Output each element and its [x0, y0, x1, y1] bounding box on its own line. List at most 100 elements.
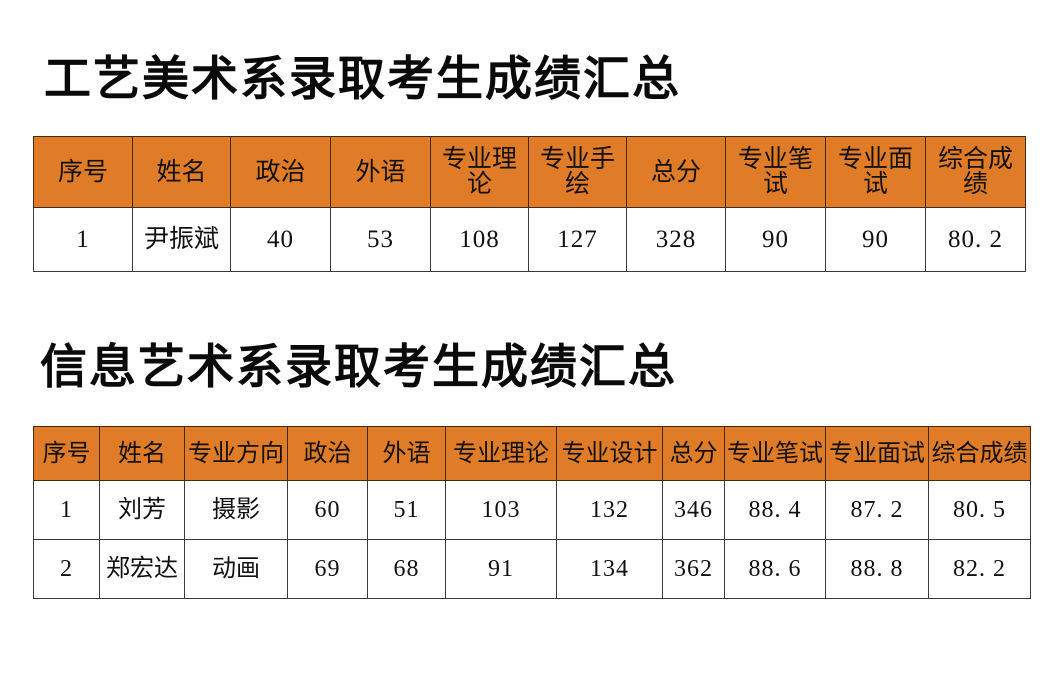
- cell-zhuanye-mianshi: 87. 2: [825, 480, 929, 540]
- header-label: 外语: [382, 440, 431, 467]
- cell-zhengzhi: 69: [287, 539, 368, 599]
- header-label: 姓名: [118, 440, 166, 467]
- cell-waiyu: 53: [330, 207, 431, 272]
- cell-value: 346: [674, 497, 713, 523]
- column-header-xuhao: 序号: [33, 136, 133, 208]
- cell-zhuanye-bishi: 88. 4: [724, 480, 826, 540]
- cell-value: 91: [488, 556, 514, 582]
- cell-value: 尹振斌: [143, 226, 219, 253]
- column-header-zhuanye-fangxiang: 专业方向: [184, 426, 288, 481]
- header-label: 姓名: [156, 158, 207, 186]
- cell-value: 103: [481, 497, 521, 523]
- cell-value: 60: [314, 497, 341, 523]
- column-header-waiyu: 外语: [330, 136, 431, 208]
- column-header-zhuanye-shouhui: 专业手绘: [528, 136, 627, 208]
- column-header-zhengzhi: 政治: [287, 426, 368, 481]
- cell-zhuanye-mianshi: 88. 8: [825, 539, 929, 599]
- cell-value: 80. 2: [948, 226, 1003, 253]
- cell-value: 51: [393, 497, 420, 523]
- column-header-xingming: 姓名: [132, 136, 231, 208]
- cell-value: 68: [393, 556, 420, 582]
- column-header-zhuanye-lilun: 专业理论: [430, 136, 529, 208]
- cell-xingming: 尹振斌: [132, 207, 231, 272]
- cell-zhuanye-bishi: 88. 6: [724, 539, 826, 599]
- cell-zhuanye-bishi: 90: [725, 207, 826, 272]
- table-row: 1 尹振斌 40 53 108 127 328 90 90 80. 2: [33, 207, 1026, 272]
- cell-zonghe-chengji: 80. 5: [928, 480, 1031, 540]
- column-header-zhuanye-mianshi: 专业面试: [825, 426, 929, 481]
- cell-value: 362: [674, 556, 713, 582]
- cell-value: 82. 2: [953, 556, 1006, 582]
- column-header-zhuanye-lilun: 专业理论: [445, 426, 557, 481]
- cell-value: 90: [762, 226, 789, 253]
- cell-zhuanye-fangxiang: 摄影: [184, 480, 288, 540]
- cell-value: 87. 2: [850, 497, 904, 523]
- column-header-zongfen: 总分: [662, 426, 725, 481]
- column-header-zongfen: 总分: [626, 136, 726, 208]
- cell-value: 1: [60, 497, 73, 523]
- cell-value: 69: [314, 556, 341, 582]
- cell-value: 40: [267, 226, 294, 253]
- column-header-xuhao: 序号: [33, 426, 100, 481]
- cell-value: 132: [590, 497, 629, 523]
- cell-zhuanye-sheji: 132: [556, 480, 663, 540]
- cell-zhengzhi: 60: [287, 480, 368, 540]
- cell-value: 郑宏达: [106, 556, 178, 582]
- cell-value: 134: [590, 556, 629, 582]
- header-label: 总分: [669, 440, 718, 467]
- cell-waiyu: 68: [367, 539, 446, 599]
- header-label: 政治: [255, 158, 306, 186]
- cell-zhuanye-mianshi: 90: [825, 207, 926, 272]
- column-header-zhengzhi: 政治: [230, 136, 331, 208]
- column-header-zhuanye-bishi: 专业笔试: [725, 136, 826, 208]
- cell-value: 2: [60, 556, 73, 582]
- cell-xingming: 郑宏达: [99, 539, 185, 599]
- cell-zhuanye-shouhui: 127: [528, 207, 627, 272]
- cell-zonghe-chengji: 80. 2: [925, 207, 1026, 272]
- column-header-zonghe-chengji: 综合成绩: [928, 426, 1031, 481]
- table-row: 2 郑宏达 动画 69 68 91 134 362 88. 6 88. 8 82…: [33, 539, 1031, 599]
- header-label: 专业手绘: [539, 146, 615, 198]
- table-row: 1 刘芳 摄影 60 51 103 132 346 88. 4 87. 2 80…: [33, 480, 1031, 540]
- cell-value: 80. 5: [953, 497, 1006, 523]
- cell-value: 108: [459, 226, 500, 253]
- cell-value: 88. 8: [850, 556, 904, 582]
- column-header-zonghe-chengji: 综合成绩: [925, 136, 1026, 208]
- cell-xingming: 刘芳: [99, 480, 185, 540]
- cell-zongfen: 328: [626, 207, 726, 272]
- header-label: 专业面试: [837, 146, 913, 198]
- cell-xuhao: 1: [33, 480, 100, 540]
- column-header-waiyu: 外语: [367, 426, 446, 481]
- section-title-xinxi-yishu: 信息艺术系录取考生成绩汇总: [40, 342, 677, 394]
- header-label: 专业笔试: [727, 440, 823, 467]
- cell-value: 90: [862, 226, 889, 253]
- column-header-xingming: 姓名: [99, 426, 185, 481]
- cell-zhuanye-lilun: 91: [445, 539, 557, 599]
- header-label: 专业设计: [561, 440, 658, 467]
- header-label: 专业笔试: [737, 146, 813, 198]
- scores-table-gongyi-meishu: 序号 姓名 政治 外语 专业理论 专业手绘 总分 专业笔试 专业面试 综合成绩 …: [33, 136, 1026, 272]
- header-label: 外语: [355, 158, 406, 186]
- header-label: 专业理论: [453, 440, 549, 467]
- header-label: 专业方向: [188, 440, 284, 467]
- cell-zonghe-chengji: 82. 2: [928, 539, 1031, 599]
- cell-zhuanye-lilun: 103: [445, 480, 557, 540]
- cell-value: 刘芳: [118, 497, 166, 523]
- cell-value: 88. 6: [748, 556, 802, 582]
- cell-value: 1: [76, 226, 90, 253]
- header-label: 专业理论: [441, 146, 517, 198]
- cell-zhengzhi: 40: [230, 207, 331, 272]
- cell-waiyu: 51: [367, 480, 446, 540]
- header-label: 总分: [650, 158, 701, 186]
- table-header-row: 序号 姓名 政治 外语 专业理论 专业手绘 总分 专业笔试 专业面试 综合成绩: [33, 136, 1026, 208]
- header-label: 专业面试: [829, 440, 925, 467]
- column-header-zhuanye-mianshi: 专业面试: [825, 136, 926, 208]
- header-label: 综合成绩: [937, 146, 1013, 198]
- cell-zongfen: 346: [662, 480, 725, 540]
- column-header-zhuanye-sheji: 专业设计: [556, 426, 663, 481]
- cell-value: 53: [367, 226, 394, 253]
- scores-table-xinxi-yishu: 序号 姓名 专业方向 政治 外语 专业理论 专业设计 总分 专业笔试 专业面试 …: [33, 426, 1031, 599]
- cell-zhuanye-sheji: 134: [556, 539, 663, 599]
- cell-zhuanye-fangxiang: 动画: [184, 539, 288, 599]
